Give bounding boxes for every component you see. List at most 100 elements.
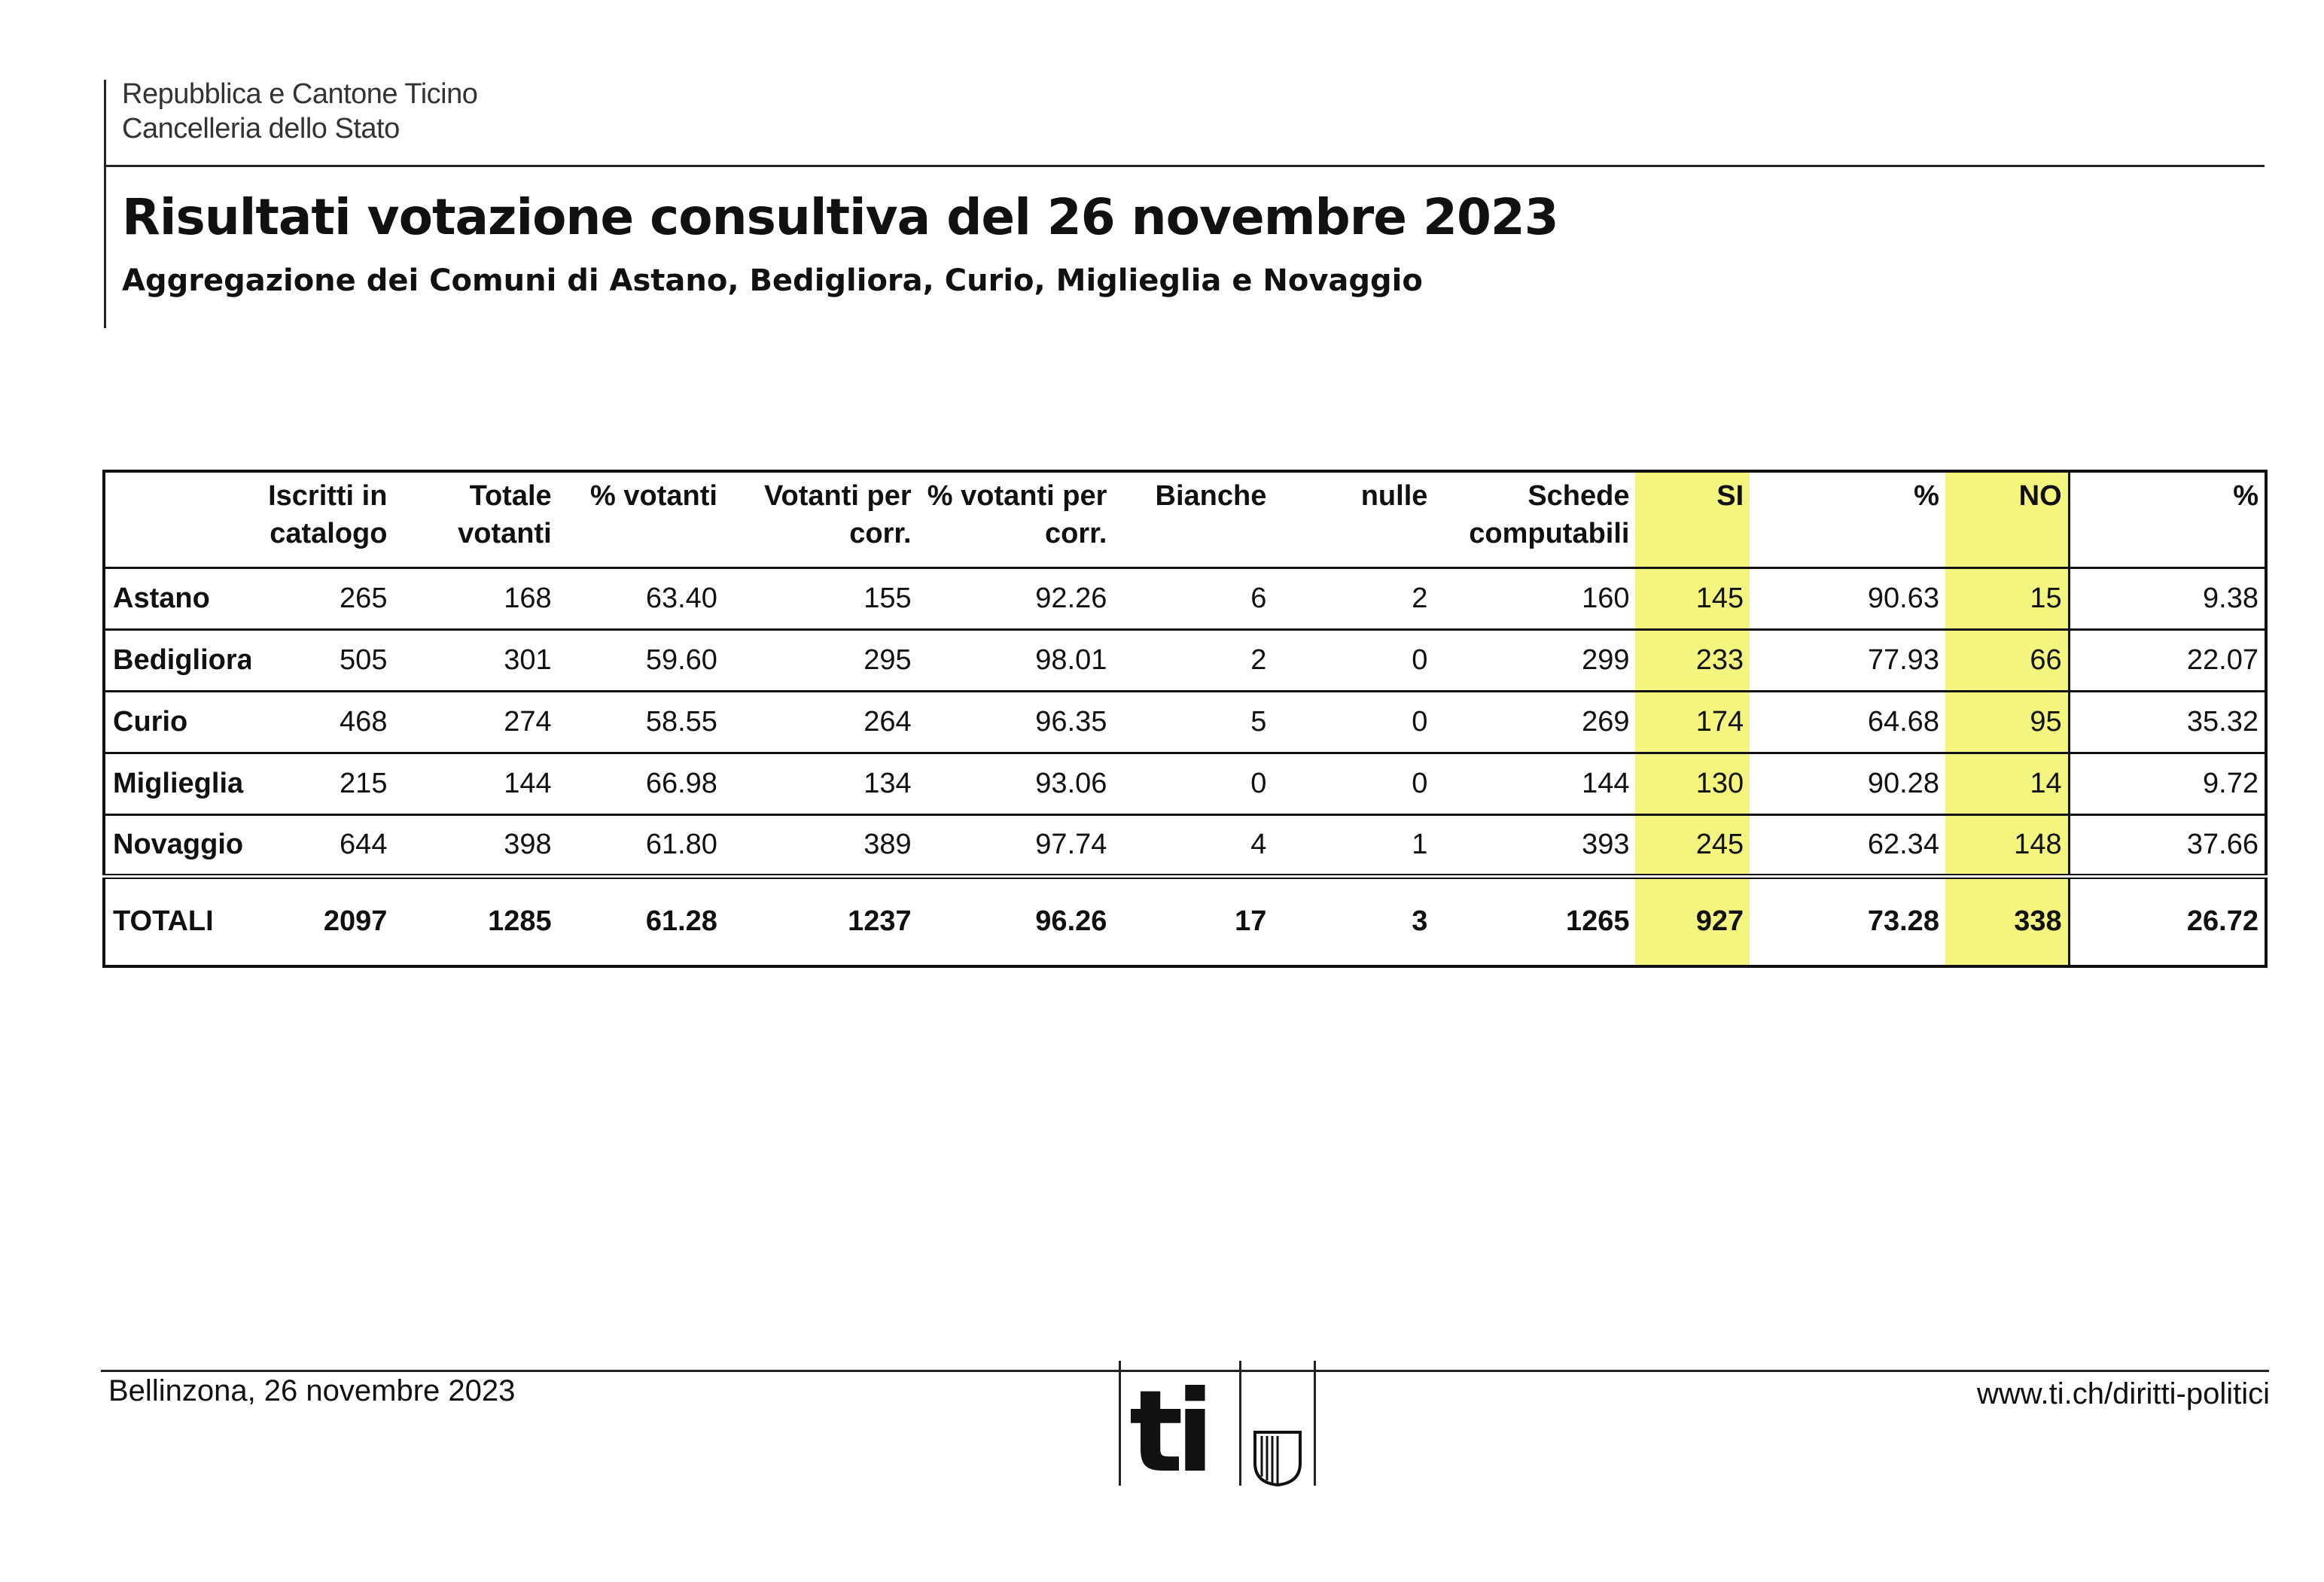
logo-divider	[1119, 1361, 1121, 1486]
table-cell: 134	[864, 767, 912, 799]
table-cell: 17	[1235, 905, 1267, 938]
header-vertical-rule	[104, 80, 106, 328]
table-cell: 233	[1635, 629, 1750, 691]
footer-website-link[interactable]: www.ti.ch/diritti-politici	[1977, 1377, 2270, 1410]
table-cell: 61.80	[645, 828, 717, 860]
table-cell: 264	[864, 705, 912, 738]
table-cell: 2	[1412, 582, 1428, 614]
table-cell: 6	[1250, 582, 1267, 614]
table-cell: 1	[1412, 828, 1428, 860]
column-header: Votanti per corr.	[763, 480, 912, 549]
table-cell: 90.28	[1867, 767, 1939, 799]
column-header	[104, 471, 251, 567]
totals-label: TOTALI	[113, 905, 214, 938]
table-cell: 155	[864, 582, 912, 614]
table-cell: 269	[1582, 705, 1630, 738]
municipality-name: Bedigliora	[113, 643, 251, 676]
institution-name: Repubblica e Cantone Ticino	[122, 78, 478, 110]
table-cell: 0	[1412, 767, 1428, 799]
table-cell: 5	[1250, 705, 1267, 738]
table-cell: 58.55	[645, 705, 717, 738]
table-cell: 145	[1635, 567, 1750, 629]
header-horizontal-rule	[104, 165, 2265, 167]
table-cell: 4	[1250, 828, 1267, 860]
table-cell: 9.72	[2067, 753, 2266, 814]
table-cell: 96.26	[1035, 905, 1107, 938]
column-header: Schede computabili	[1469, 480, 1630, 549]
document-subtitle: Aggregazione dei Comuni di Astano, Bedig…	[122, 263, 1423, 298]
table-cell: 63.40	[645, 582, 717, 614]
column-header: nulle	[1360, 480, 1428, 512]
municipality-name: Curio	[113, 705, 188, 738]
table-cell: 0	[1412, 643, 1428, 676]
table-cell: 927	[1635, 876, 1750, 966]
table-cell: 144	[504, 767, 552, 799]
municipality-name: Astano	[113, 582, 210, 614]
column-header: Iscritti in catalogo	[268, 480, 388, 549]
table-cell: 215	[340, 767, 388, 799]
column-header: % votanti per corr.	[927, 480, 1107, 549]
table-totals-row: TOTALI 2097 1285 61.28 1237 96.26 17 3 1265 927 73…	[104, 876, 2266, 966]
table-cell: 61.28	[645, 905, 717, 938]
results-table: Iscritti in catalogo Totale votanti % vo…	[102, 470, 2268, 968]
table-cell: 168	[504, 582, 552, 614]
table-row: Curio 468 274 58.55 264 96.35 5 0 269 174 64.68 95 3…	[104, 691, 2266, 753]
institution-department: Cancelleria dello Stato	[122, 113, 400, 145]
table-cell: 338	[1945, 876, 2070, 966]
table-cell: 15	[1945, 567, 2070, 629]
table-cell: 301	[504, 643, 552, 676]
ti-logo-text: ti	[1129, 1367, 1214, 1498]
column-header: % votanti	[590, 480, 717, 512]
column-header: Bianche	[1155, 480, 1267, 512]
footer-rule	[101, 1370, 2269, 1372]
table-cell: 62.34	[1867, 828, 1939, 860]
table-cell: 468	[340, 705, 388, 738]
table-cell: 97.74	[1035, 828, 1107, 860]
table-cell: 35.32	[2067, 691, 2266, 753]
canton-logo: ti	[1119, 1361, 1316, 1498]
table-cell: 96.35	[1035, 705, 1107, 738]
table-cell: 26.72	[2067, 876, 2266, 966]
table-cell: 299	[1582, 643, 1630, 676]
table-cell: 98.01	[1035, 643, 1107, 676]
table-cell: 3	[1412, 905, 1428, 938]
table-row: Miglieglia 215 144 66.98 134 93.06 0 0 144 130 90.…	[104, 753, 2266, 814]
table-cell: 37.66	[2067, 814, 2266, 876]
table-cell: 1237	[848, 905, 912, 938]
table-cell: 90.63	[1867, 582, 1939, 614]
table-cell: 95	[1945, 691, 2070, 753]
table-cell: 9.38	[2067, 567, 2266, 629]
table-cell: 0	[1412, 705, 1428, 738]
table-cell: 77.93	[1867, 643, 1939, 676]
table-cell: 1265	[1565, 905, 1630, 938]
table-cell: 1285	[488, 905, 552, 938]
table-cell: 66	[1945, 629, 2070, 691]
table-cell: 295	[864, 643, 912, 676]
table-cell: 0	[1250, 767, 1267, 799]
table-cell: 245	[1635, 814, 1750, 876]
table-cell: 130	[1635, 753, 1750, 814]
table-cell: 398	[504, 828, 552, 860]
municipality-name: Novaggio	[113, 828, 244, 860]
column-header: %	[1914, 480, 1939, 512]
table-header-row: Iscritti in catalogo Totale votanti % vo…	[104, 471, 2266, 567]
table-cell: 93.06	[1035, 767, 1107, 799]
table-cell: 505	[340, 643, 388, 676]
table-cell: 265	[340, 582, 388, 614]
ticino-shield-icon	[1253, 1431, 1302, 1487]
column-header: Totale votanti	[458, 480, 552, 549]
column-header-no: NO	[1945, 471, 2070, 567]
table-cell: 174	[1635, 691, 1750, 753]
footer-place-date: Bellinzona, 26 novembre 2023	[108, 1374, 516, 1407]
column-header: %	[2067, 471, 2266, 567]
logo-divider	[1239, 1361, 1241, 1486]
table-cell: 22.07	[2067, 629, 2266, 691]
column-header-si: SI	[1635, 471, 1750, 567]
table-cell: 14	[1945, 753, 2070, 814]
table-cell: 393	[1582, 828, 1630, 860]
table-cell: 644	[340, 828, 388, 860]
table-cell: 64.68	[1867, 705, 1939, 738]
table-cell: 92.26	[1035, 582, 1107, 614]
table-row: Astano 265 168 63.40 155 92.26 6 2 160 145 90.63 15…	[104, 567, 2266, 629]
table-row: Bedigliora 505 301 59.60 295 98.01 2 0 299 233 77.…	[104, 629, 2266, 691]
